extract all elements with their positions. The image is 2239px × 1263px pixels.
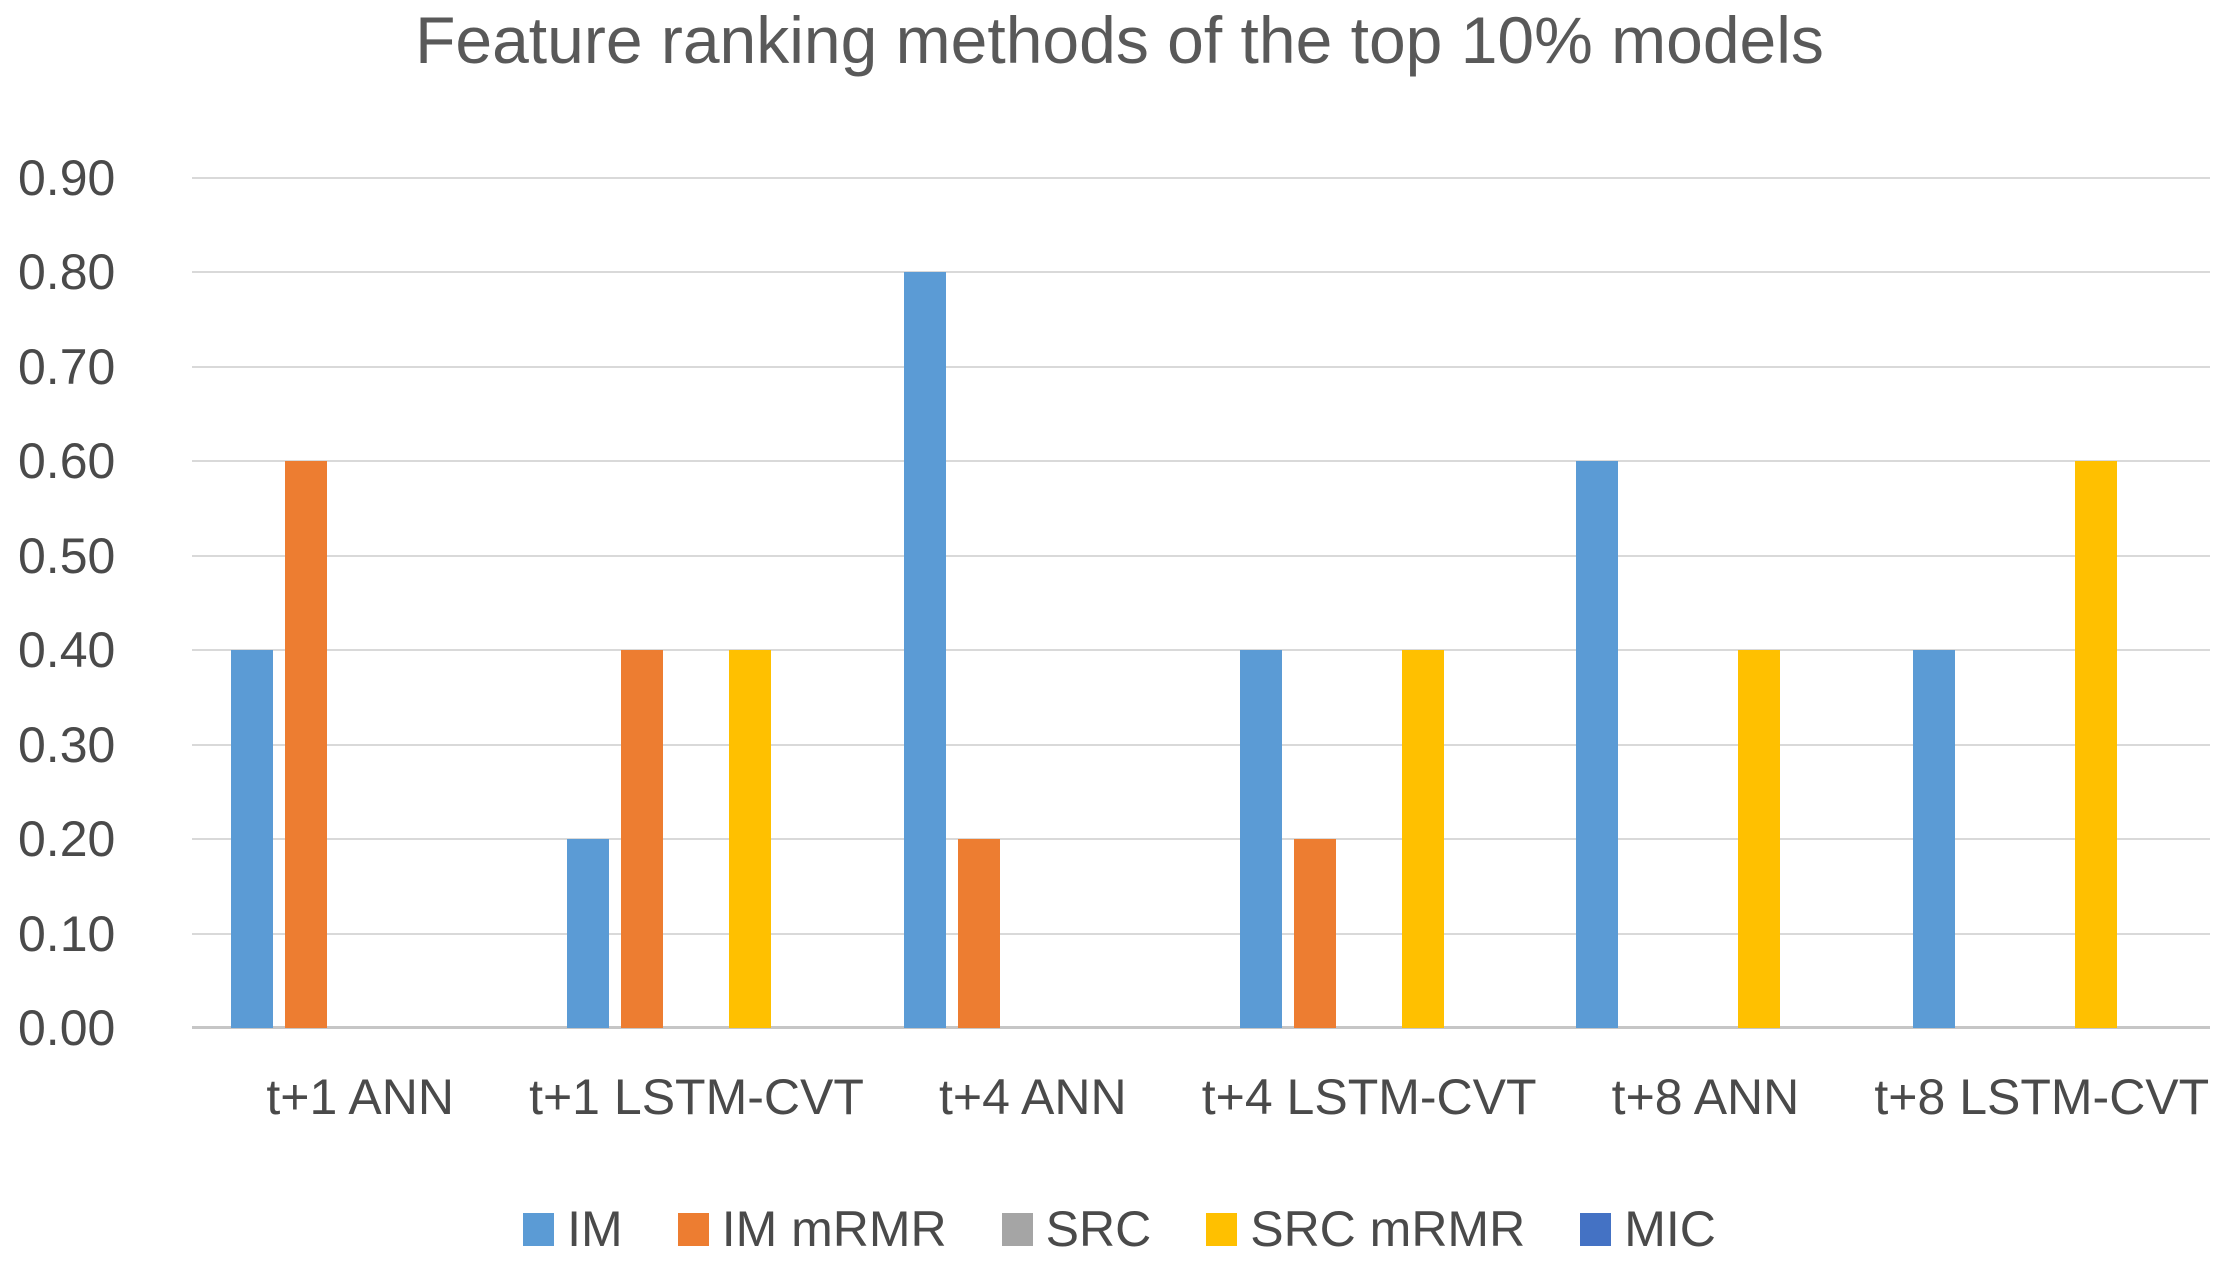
legend-swatch-im-mrmr bbox=[677, 1212, 709, 1246]
y-tick-0.00: 0.00 bbox=[18, 1000, 116, 1056]
slot-im-mrmr-t-1-lstm-cvt bbox=[621, 178, 664, 1028]
slot-mic-t-1-lstm-cvt bbox=[783, 178, 825, 1028]
slot-im-mrmr-t-4-lstm-cvt bbox=[1294, 178, 1337, 1028]
bar-group-t-1-ann bbox=[192, 178, 528, 1028]
slot-im-mrmr-t-8-lstm-cvt bbox=[1967, 178, 2009, 1028]
gridline-0.20 bbox=[192, 838, 2210, 841]
gridline-0.60 bbox=[192, 460, 2210, 463]
x-label-t-8-lstm-cvt: t+8 LSTM-CVT bbox=[1874, 1069, 2210, 1125]
bar-im-t-8-ann bbox=[1576, 461, 1619, 1028]
slot-im-t-4-ann bbox=[903, 178, 946, 1028]
bar-group-t-8-ann bbox=[1537, 178, 1873, 1028]
bar-group-t-1-lstm-cvt bbox=[528, 178, 864, 1028]
bar-im-mrmr-t-4-ann bbox=[957, 839, 1000, 1028]
slot-src-t-8-ann bbox=[1684, 178, 1726, 1028]
x-label-t-4-ann: t+4 ANN bbox=[939, 1069, 1127, 1125]
chart-title: Feature ranking methods of the top 10% m… bbox=[415, 3, 1824, 77]
legend-label-src-mrmr: SRC mRMR bbox=[1250, 1201, 1526, 1257]
slot-src-mrmr-t-4-lstm-cvt bbox=[1402, 178, 1445, 1028]
x-label-t-4-lstm-cvt: t+4 LSTM-CVT bbox=[1201, 1069, 1537, 1125]
y-tick-0.60: 0.60 bbox=[18, 433, 116, 490]
slot-im-t-8-ann bbox=[1576, 178, 1619, 1028]
bar-src-mrmr-t-8-lstm-cvt bbox=[2074, 461, 2117, 1028]
y-tick-0.20: 0.20 bbox=[18, 811, 116, 868]
legend: IM IM mRMR SRC SRC mRMR MIC bbox=[0, 1196, 2239, 1262]
legend-label-mic: MIC bbox=[1624, 1201, 1716, 1257]
slot-src-t-4-lstm-cvt bbox=[1348, 178, 1390, 1028]
bar-group-t-4-ann bbox=[865, 178, 1201, 1028]
bar-group-t-4-lstm-cvt bbox=[1201, 178, 1537, 1028]
legend-label-src: SRC bbox=[1045, 1201, 1152, 1257]
slot-src-t-8-lstm-cvt bbox=[2021, 178, 2063, 1028]
slot-im-mrmr-t-1-ann bbox=[285, 178, 328, 1028]
slot-im-t-8-lstm-cvt bbox=[1912, 178, 1955, 1028]
slot-im-t-4-lstm-cvt bbox=[1240, 178, 1283, 1028]
legend-item-src: SRC bbox=[1001, 1200, 1152, 1258]
gridline-0.90 bbox=[192, 177, 2210, 179]
gridline-0.10 bbox=[192, 932, 2210, 935]
slot-im-t-1-ann bbox=[231, 178, 274, 1028]
slot-mic-t-4-ann bbox=[1120, 178, 1162, 1028]
bar-im-t-4-lstm-cvt bbox=[1240, 650, 1283, 1028]
slot-src-mrmr-t-8-ann bbox=[1738, 178, 1781, 1028]
bar-im-t-1-lstm-cvt bbox=[567, 839, 610, 1028]
slot-src-t-4-ann bbox=[1012, 178, 1054, 1028]
bar-im-mrmr-t-4-lstm-cvt bbox=[1294, 839, 1337, 1028]
y-tick-0.90: 0.90 bbox=[18, 150, 116, 206]
slot-src-mrmr-t-1-lstm-cvt bbox=[729, 178, 772, 1028]
bar-im-t-8-lstm-cvt bbox=[1912, 650, 1955, 1028]
y-tick-0.10: 0.10 bbox=[18, 905, 116, 962]
y-tick-0.30: 0.30 bbox=[18, 716, 116, 773]
bar-im-t-1-ann bbox=[231, 650, 274, 1028]
legend-swatch-mic bbox=[1580, 1212, 1612, 1246]
bar-im-mrmr-t-1-lstm-cvt bbox=[621, 650, 664, 1028]
slot-im-t-1-lstm-cvt bbox=[567, 178, 610, 1028]
bar-im-mrmr-t-1-ann bbox=[285, 461, 328, 1028]
slot-src-t-1-lstm-cvt bbox=[675, 178, 717, 1028]
slot-mic-t-8-ann bbox=[1792, 178, 1834, 1028]
bar-group-t-8-lstm-cvt bbox=[1874, 178, 2210, 1028]
slot-im-mrmr-t-8-ann bbox=[1630, 178, 1672, 1028]
bar-src-mrmr-t-4-lstm-cvt bbox=[1402, 650, 1445, 1028]
gridline-0.70 bbox=[192, 365, 2210, 368]
legend-item-src-mrmr: SRC mRMR bbox=[1206, 1200, 1525, 1258]
x-axis: t+1 ANN t+1 LSTM-CVT t+4 ANN t+4 LSTM-CVT t+… bbox=[192, 1068, 2210, 1126]
slot-mic-t-8-lstm-cvt bbox=[2129, 178, 2171, 1028]
legend-swatch-im bbox=[523, 1212, 555, 1246]
slot-src-t-1-ann bbox=[339, 178, 381, 1028]
x-label-t-1-ann: t+1 ANN bbox=[266, 1069, 454, 1125]
gridline-0.30 bbox=[192, 743, 2210, 746]
slot-mic-t-4-lstm-cvt bbox=[1456, 178, 1498, 1028]
x-label-t-1-lstm-cvt: t+1 LSTM-CVT bbox=[529, 1069, 864, 1125]
legend-swatch-src bbox=[1001, 1212, 1033, 1246]
gridline-0.00 bbox=[192, 1026, 2210, 1029]
bar-src-mrmr-t-1-lstm-cvt bbox=[729, 650, 772, 1028]
y-tick-0.40: 0.40 bbox=[18, 622, 116, 679]
gridline-0.50 bbox=[192, 554, 2210, 557]
gridline-0.80 bbox=[192, 271, 2210, 274]
slot-src-mrmr-t-1-ann bbox=[393, 178, 435, 1028]
x-label-t-8-ann: t+8 ANN bbox=[1611, 1069, 1800, 1125]
y-tick-0.50: 0.50 bbox=[18, 527, 116, 584]
slot-mic-t-1-ann bbox=[447, 178, 489, 1028]
legend-item-im-mrmr: IM mRMR bbox=[677, 1200, 947, 1258]
plot-area bbox=[192, 177, 2210, 1029]
legend-item-im: IM bbox=[523, 1200, 623, 1258]
slot-src-mrmr-t-8-lstm-cvt bbox=[2074, 178, 2117, 1028]
slot-im-mrmr-t-4-ann bbox=[957, 178, 1000, 1028]
bar-im-t-4-ann bbox=[903, 272, 946, 1028]
slot-src-mrmr-t-4-ann bbox=[1066, 178, 1108, 1028]
gridline-0.40 bbox=[192, 649, 2210, 652]
legend-label-im-mrmr: IM mRMR bbox=[721, 1201, 947, 1257]
y-tick-0.70: 0.70 bbox=[18, 338, 116, 395]
legend-item-mic: MIC bbox=[1580, 1200, 1716, 1258]
bar-src-mrmr-t-8-ann bbox=[1738, 650, 1781, 1028]
legend-label-im: IM bbox=[567, 1201, 623, 1257]
legend-swatch-src-mrmr bbox=[1206, 1212, 1238, 1246]
y-tick-0.80: 0.80 bbox=[18, 244, 116, 301]
bar-groups bbox=[192, 178, 2210, 1028]
